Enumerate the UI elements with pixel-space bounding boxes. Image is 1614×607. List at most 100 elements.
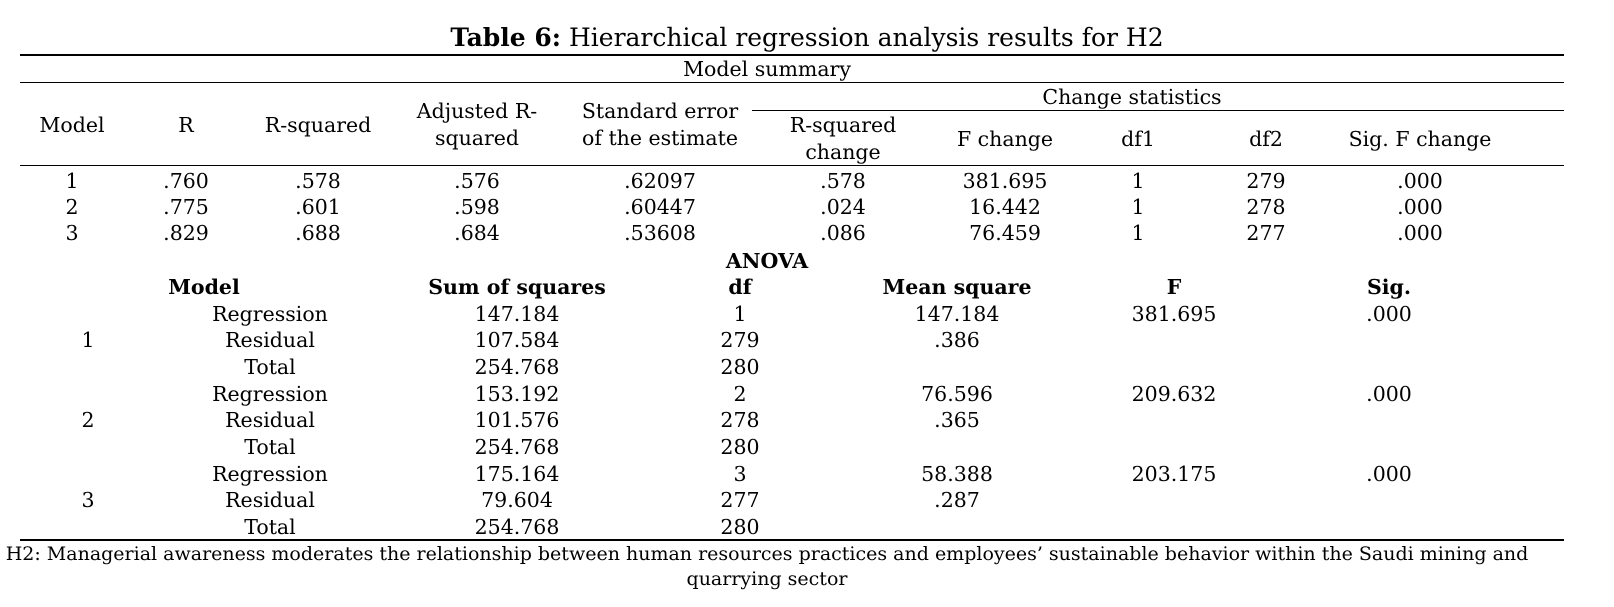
anova-cell-ss: 153.192 xyxy=(474,382,560,406)
summary-cell-model: 1 xyxy=(65,169,79,193)
change-statistics-heading: Change statistics xyxy=(1042,85,1222,109)
anova-row-type: Regression xyxy=(212,462,328,486)
anova-cell-ss: 107.584 xyxy=(474,328,560,352)
summary-cell-sig: .000 xyxy=(1397,169,1443,193)
model-summary-heading: Model summary xyxy=(683,57,851,81)
anova-cell-ms: .386 xyxy=(934,328,980,352)
summary-cell-r-squared: .601 xyxy=(295,195,341,219)
anova-cell-ms: 147.184 xyxy=(914,302,1000,326)
anova-cell-ss: 254.768 xyxy=(474,515,560,539)
summary-cell-r: .760 xyxy=(163,169,209,193)
top-rule xyxy=(20,54,1564,56)
anova-header-f: F xyxy=(1166,275,1182,299)
summary-cell-r-squared: .578 xyxy=(295,169,341,193)
header-r-squared-change-line2: change xyxy=(805,140,881,164)
anova-cell-df: 280 xyxy=(720,515,760,539)
anova-row-type: Total xyxy=(244,435,296,459)
summary-heading-rule xyxy=(20,82,1564,83)
summary-cell-adjusted: .598 xyxy=(454,195,500,219)
footnote-line-2: quarrying sector xyxy=(686,568,848,590)
header-df1: df1 xyxy=(1121,127,1155,151)
header-r: R xyxy=(178,113,194,137)
anova-row-type: Regression xyxy=(212,382,328,406)
anova-cell-f: 203.175 xyxy=(1131,462,1217,486)
anova-row-type: Residual xyxy=(225,488,315,512)
header-model: Model xyxy=(39,113,105,137)
anova-cell-df: 3 xyxy=(733,462,747,486)
anova-row-type: Regression xyxy=(212,302,328,326)
summary-cell-df2: 277 xyxy=(1246,221,1286,245)
anova-cell-ms: 58.388 xyxy=(921,462,993,486)
anova-cell-sig: .000 xyxy=(1366,462,1412,486)
summary-cell-adjusted: .576 xyxy=(454,169,500,193)
summary-cell-df1: 1 xyxy=(1131,221,1145,245)
anova-cell-df: 280 xyxy=(720,355,760,379)
anova-cell-ms: .365 xyxy=(934,408,980,432)
summary-cell-sig: .000 xyxy=(1397,195,1443,219)
anova-header-model: Model xyxy=(168,275,240,299)
summary-cell-r-squared-change: .024 xyxy=(820,195,866,219)
anova-row-type: Total xyxy=(244,355,296,379)
summary-cell-r-squared: .688 xyxy=(295,221,341,245)
summary-cell-df2: 278 xyxy=(1246,195,1286,219)
anova-cell-sig: .000 xyxy=(1366,382,1412,406)
summary-cell-r: .775 xyxy=(163,195,209,219)
anova-header-sum-of-squares: Sum of squares xyxy=(428,275,606,299)
summary-cell-df2: 279 xyxy=(1246,169,1286,193)
table-number-label: Table 6: xyxy=(450,23,562,52)
anova-cell-ss: 175.164 xyxy=(474,462,560,486)
anova-cell-sig: .000 xyxy=(1366,302,1412,326)
anova-row-type: Total xyxy=(244,515,296,539)
summary-cell-f-change: 381.695 xyxy=(962,169,1048,193)
summary-cell-model: 3 xyxy=(65,221,79,245)
summary-cell-df1: 1 xyxy=(1131,169,1145,193)
summary-cell-std-error: .62097 xyxy=(624,169,696,193)
bottom-rule xyxy=(20,539,1564,541)
table-title-text: Hierarchical regression analysis results… xyxy=(561,23,1164,52)
summary-cell-df1: 1 xyxy=(1131,195,1145,219)
anova-cell-ss: 147.184 xyxy=(474,302,560,326)
anova-cell-df: 280 xyxy=(720,435,760,459)
change-statistics-rule xyxy=(752,110,1564,111)
header-r-squared-change-line1: R-squared xyxy=(789,113,897,137)
anova-cell-ss: 254.768 xyxy=(474,435,560,459)
header-standard-error-line2: of the estimate xyxy=(581,126,739,150)
summary-cell-std-error: .60447 xyxy=(624,195,696,219)
header-adjusted-r-squared-line2: squared xyxy=(434,126,520,150)
anova-model-number: 2 xyxy=(81,408,95,432)
table-title: Table 6: Hierarchical regression analysi… xyxy=(450,24,1163,52)
footnote-line-1: H2: Managerial awareness moderates the r… xyxy=(5,543,1529,565)
anova-cell-df: 279 xyxy=(720,328,760,352)
header-r-squared: R-squared xyxy=(264,113,372,137)
summary-cell-std-error: .53608 xyxy=(624,221,696,245)
header-df2: df2 xyxy=(1249,127,1283,151)
anova-header-df: df xyxy=(728,275,752,299)
summary-cell-f-change: 16.442 xyxy=(969,195,1041,219)
header-standard-error-line1: Standard error xyxy=(581,99,739,123)
anova-cell-df: 277 xyxy=(720,488,760,512)
anova-cell-ms: .287 xyxy=(934,488,980,512)
summary-cell-sig: .000 xyxy=(1397,221,1443,245)
anova-heading: ANOVA xyxy=(725,249,809,273)
anova-model-number: 1 xyxy=(81,328,95,352)
summary-cell-r: .829 xyxy=(163,221,209,245)
anova-row-type: Residual xyxy=(225,408,315,432)
anova-cell-df: 278 xyxy=(720,408,760,432)
anova-cell-df: 1 xyxy=(733,302,747,326)
anova-row-type: Residual xyxy=(225,328,315,352)
anova-cell-df: 2 xyxy=(733,382,747,406)
summary-header-rule xyxy=(20,165,1564,166)
anova-cell-f: 209.632 xyxy=(1131,382,1217,406)
anova-cell-ss: 254.768 xyxy=(474,355,560,379)
header-adjusted-r-squared-line1: Adjusted R- xyxy=(416,99,538,123)
anova-cell-ss: 101.576 xyxy=(474,408,560,432)
summary-cell-model: 2 xyxy=(65,195,79,219)
header-f-change: F change xyxy=(956,127,1054,151)
anova-cell-ss: 79.604 xyxy=(481,488,553,512)
header-sig-f-change: Sig. F change xyxy=(1348,127,1492,151)
anova-model-number: 3 xyxy=(81,488,95,512)
summary-cell-r-squared-change: .578 xyxy=(820,169,866,193)
summary-cell-f-change: 76.459 xyxy=(969,221,1041,245)
anova-cell-f: 381.695 xyxy=(1131,302,1217,326)
anova-header-mean-square: Mean square xyxy=(882,275,1032,299)
